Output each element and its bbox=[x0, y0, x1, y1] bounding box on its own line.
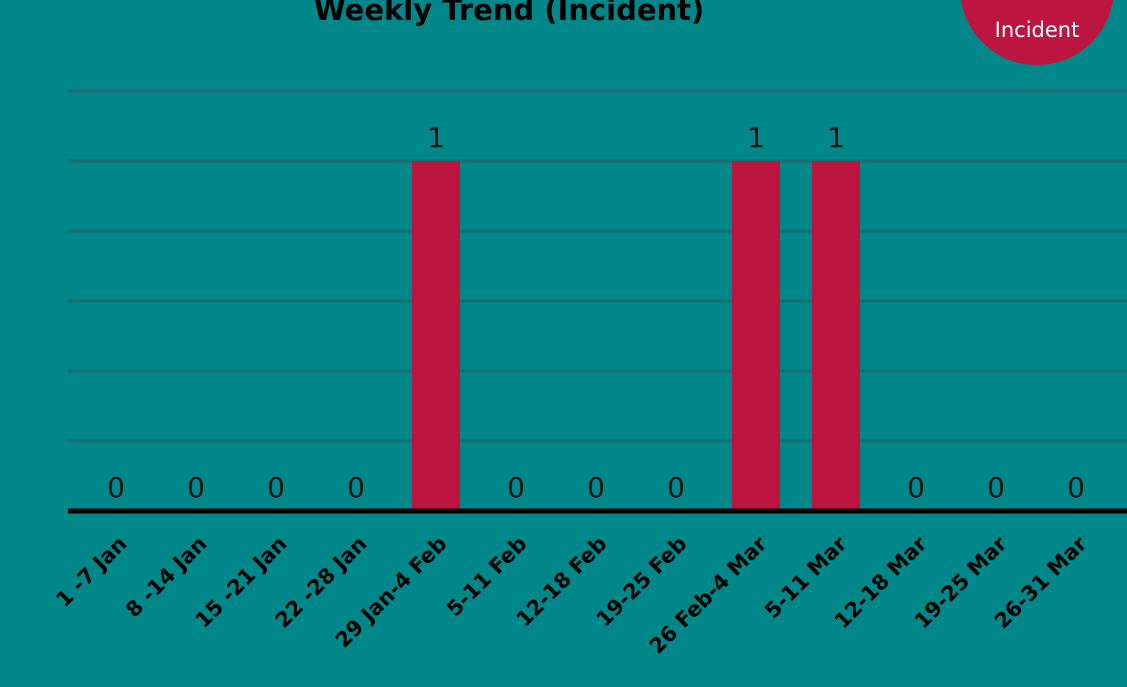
value-label: 0 bbox=[507, 471, 525, 504]
badge bbox=[960, 0, 1114, 65]
chart-title: Weekly Trend (Incident) bbox=[314, 0, 705, 27]
value-label: 0 bbox=[907, 471, 925, 504]
value-label: 1 bbox=[827, 121, 845, 154]
value-label: 1 bbox=[747, 121, 765, 154]
value-label: 0 bbox=[1067, 471, 1085, 504]
value-label: 0 bbox=[107, 471, 125, 504]
value-label: 0 bbox=[187, 471, 205, 504]
bar bbox=[732, 161, 780, 511]
value-label: 1 bbox=[427, 121, 445, 154]
bar bbox=[412, 161, 460, 511]
value-label: 0 bbox=[987, 471, 1005, 504]
badge-label: Incident bbox=[995, 18, 1080, 42]
value-label: 0 bbox=[587, 471, 605, 504]
bar bbox=[812, 161, 860, 511]
value-label: 0 bbox=[267, 471, 285, 504]
value-label: 0 bbox=[347, 471, 365, 504]
value-label: 0 bbox=[667, 471, 685, 504]
